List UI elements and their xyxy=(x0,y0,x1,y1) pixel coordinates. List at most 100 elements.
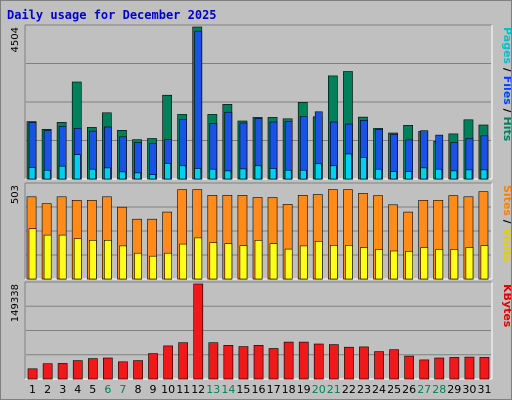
kbytes-bar xyxy=(133,360,143,380)
visits-bar xyxy=(239,245,248,280)
pages-bar xyxy=(119,171,126,180)
legend-label: Files xyxy=(501,76,511,106)
kbytes-bar xyxy=(178,342,189,380)
visits-bar xyxy=(480,245,489,280)
pages-bar xyxy=(420,167,428,180)
pages-bar xyxy=(375,168,382,180)
kbytes-bar xyxy=(449,357,460,380)
kbytes-bar xyxy=(27,368,38,380)
kbytes-bar xyxy=(344,346,354,380)
x-tick-label: 4 xyxy=(74,383,81,396)
legend-separator: / xyxy=(501,216,511,228)
pages-bar xyxy=(194,168,202,180)
y-max-label: 149338 xyxy=(10,284,21,322)
visits-bar xyxy=(375,249,383,280)
visits-bar xyxy=(104,240,112,280)
x-tick-label: 30 xyxy=(462,383,476,396)
x-tick-label: 7 xyxy=(119,383,126,396)
visits-bar xyxy=(269,243,278,280)
x-tick-label: 23 xyxy=(357,383,371,396)
visits-bar xyxy=(224,243,233,280)
kbytes-bar xyxy=(298,341,309,380)
kbytes-bar xyxy=(103,357,113,380)
visits-bar xyxy=(420,247,429,280)
x-tick-label: 14 xyxy=(221,383,235,396)
visits-bar xyxy=(390,250,398,280)
kbytes-bar xyxy=(42,363,53,380)
kbytes-bar xyxy=(223,344,234,380)
kbytes-bar xyxy=(313,343,324,380)
visits-bar xyxy=(58,234,67,280)
visits-bar xyxy=(209,242,218,280)
kbytes-bar xyxy=(328,344,339,380)
panel-legend: KBytes xyxy=(501,284,511,328)
kbytes-bar xyxy=(88,358,98,380)
kbytes-bar xyxy=(193,283,204,380)
kbytes-bar xyxy=(479,357,490,380)
visits-bar xyxy=(360,247,368,280)
kbytes-bar xyxy=(238,346,249,380)
visits-bar xyxy=(179,243,188,280)
kbytes-bar xyxy=(359,346,369,380)
pages-bar xyxy=(58,165,66,180)
x-tick-label: 5 xyxy=(89,383,96,396)
x-tick-label: 17 xyxy=(267,383,281,396)
pages-bar xyxy=(435,168,443,180)
chart-title: Daily usage for December 2025 xyxy=(7,8,217,22)
x-tick-label: 16 xyxy=(252,383,266,396)
pages-bar xyxy=(345,153,352,180)
x-tick-label: 31 xyxy=(478,383,492,396)
visits-bar xyxy=(345,245,353,280)
pages-bar xyxy=(28,167,36,180)
y-max-label: 4504 xyxy=(10,27,21,52)
visits-bar xyxy=(314,241,323,280)
pages-bar xyxy=(405,171,413,180)
pages-bar xyxy=(104,167,111,180)
pages-bar xyxy=(299,169,307,180)
visits-bar xyxy=(43,234,52,280)
x-tick-label: 25 xyxy=(387,383,401,396)
pages-bar xyxy=(134,172,141,180)
x-tick-label: 22 xyxy=(342,383,356,396)
legend-label: Sites xyxy=(501,185,511,216)
pages-bar xyxy=(314,163,322,180)
x-tick-label: 15 xyxy=(236,383,250,396)
legend-label: Visits xyxy=(501,228,511,263)
panel-legend: Pages / Files / Hits xyxy=(501,27,511,142)
x-tick-label: 10 xyxy=(161,383,175,396)
visits-bar xyxy=(164,252,173,280)
x-tick-label: 26 xyxy=(402,383,416,396)
kbytes-bar xyxy=(434,357,445,380)
x-tick-label: 3 xyxy=(59,383,66,396)
legend-separator: / xyxy=(501,64,511,76)
x-tick-label: 18 xyxy=(282,383,296,396)
pages-bar xyxy=(360,157,367,180)
files-bar xyxy=(224,111,233,180)
pages-bar xyxy=(284,169,292,180)
visits-bar xyxy=(119,245,127,280)
legend-label: Pages xyxy=(501,27,511,65)
x-tick-label: 19 xyxy=(297,383,311,396)
files-bar xyxy=(149,143,157,180)
kbytes-bar xyxy=(163,345,174,380)
kbytes-bar xyxy=(118,361,128,380)
legend-separator: / xyxy=(501,105,511,117)
x-tick-label: 21 xyxy=(327,383,341,396)
pages-bar xyxy=(149,174,156,180)
kbytes-bar xyxy=(374,351,384,380)
y-max-label: 503 xyxy=(10,185,21,204)
kbytes-bar xyxy=(57,363,68,380)
visits-bar xyxy=(254,240,263,280)
x-tick-label: 20 xyxy=(312,383,326,396)
legend-label: Hits xyxy=(501,117,511,142)
pages-bar xyxy=(89,168,96,180)
pages-bar xyxy=(254,165,262,180)
pages-bar xyxy=(73,154,81,180)
kbytes-bar xyxy=(72,360,83,380)
visits-bar xyxy=(329,245,338,280)
x-tick-label: 8 xyxy=(135,383,142,396)
visits-bar xyxy=(435,249,444,280)
kbytes-bar xyxy=(148,353,158,380)
pages-bar xyxy=(239,168,247,180)
